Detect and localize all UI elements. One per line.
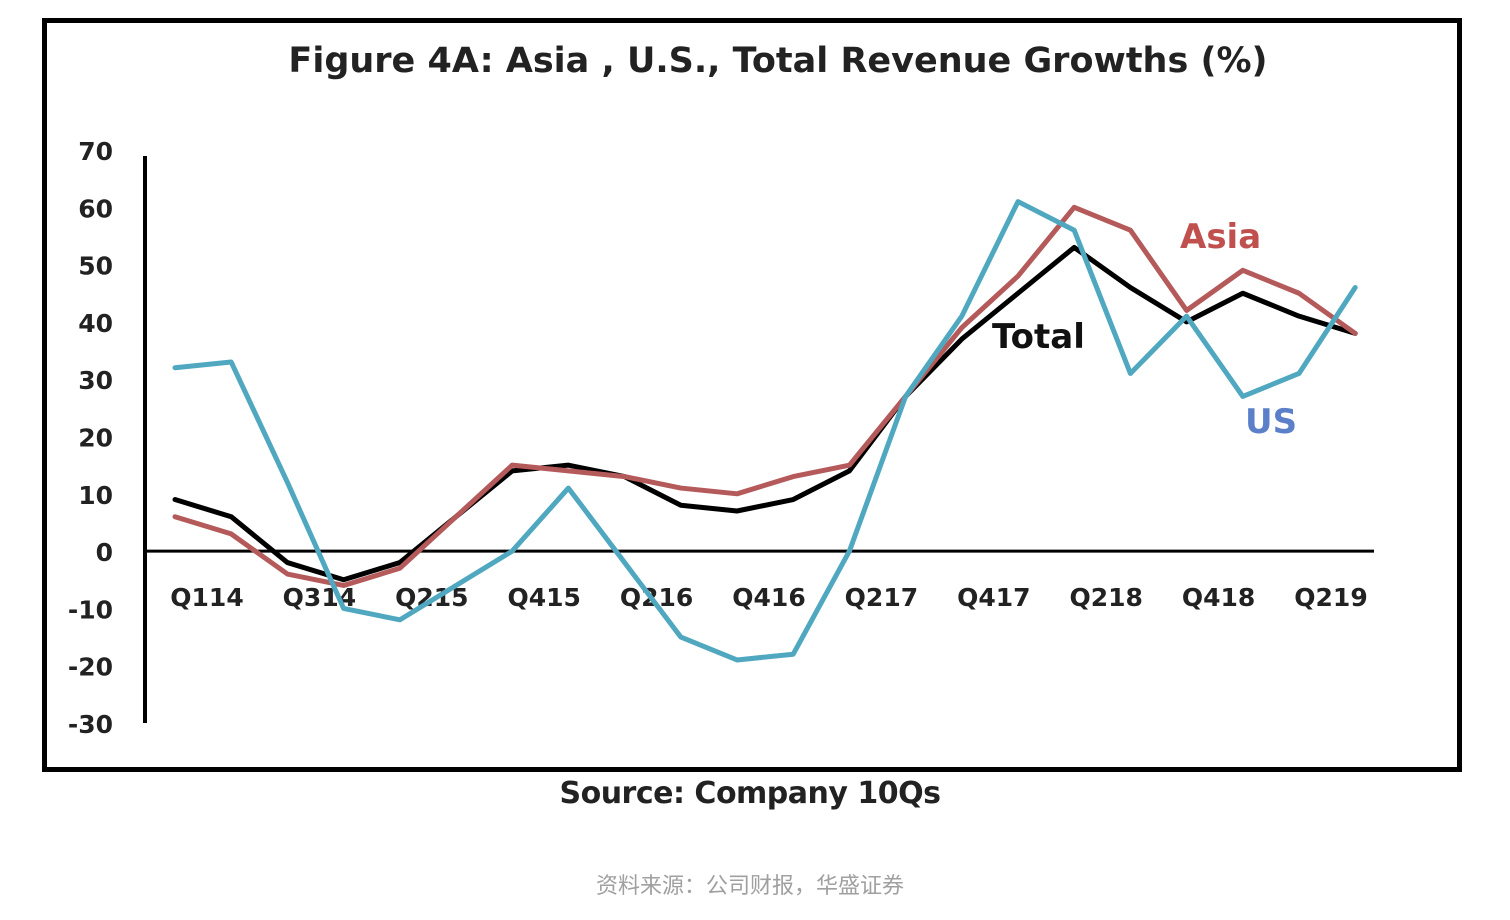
series-label-us: US xyxy=(1245,402,1297,442)
y-tick-label: -20 xyxy=(68,653,113,682)
y-tick-label: 0 xyxy=(96,538,113,567)
series-layer xyxy=(172,199,1358,663)
series-labels: Total Asia US xyxy=(992,217,1297,442)
line-chart: Figure 4A: Asia , U.S., Total Revenue Gr… xyxy=(68,41,1374,739)
source-note: Source: Company 10Qs xyxy=(559,776,941,811)
y-tick-label: 30 xyxy=(78,366,113,395)
x-tick-label: Q415 xyxy=(507,583,580,612)
x-tick-label: Q416 xyxy=(732,583,805,612)
series-line-us xyxy=(172,199,1358,663)
x-tick-label: Q417 xyxy=(957,583,1030,612)
chart-frame: Figure 4A: Asia , U.S., Total Revenue Gr… xyxy=(42,18,1462,772)
x-tick-label: Q219 xyxy=(1294,583,1367,612)
x-tick-label: Q217 xyxy=(845,583,918,612)
series-label-asia: Asia xyxy=(1180,217,1261,257)
footer-note: 资料来源：公司财报，华盛证券 xyxy=(595,874,904,899)
y-tick-label: 20 xyxy=(78,424,113,453)
series-line-total xyxy=(172,244,1358,583)
y-tick-label: 60 xyxy=(78,194,113,223)
x-tick-label: Q114 xyxy=(170,583,243,612)
x-tick-label: Q218 xyxy=(1069,583,1142,612)
series-label-total: Total xyxy=(992,317,1085,357)
y-tick-label: 50 xyxy=(78,252,113,281)
y-tick-label: -10 xyxy=(68,595,113,624)
y-tick-label: 10 xyxy=(78,481,113,510)
x-tick-label: Q418 xyxy=(1182,583,1255,612)
y-tick-label: -30 xyxy=(68,710,113,739)
y-tick-label: 40 xyxy=(78,309,113,338)
series-line-asia xyxy=(172,204,1358,588)
y-tick-label: 70 xyxy=(78,137,113,166)
chart-title: Figure 4A: Asia , U.S., Total Revenue Gr… xyxy=(288,41,1267,81)
